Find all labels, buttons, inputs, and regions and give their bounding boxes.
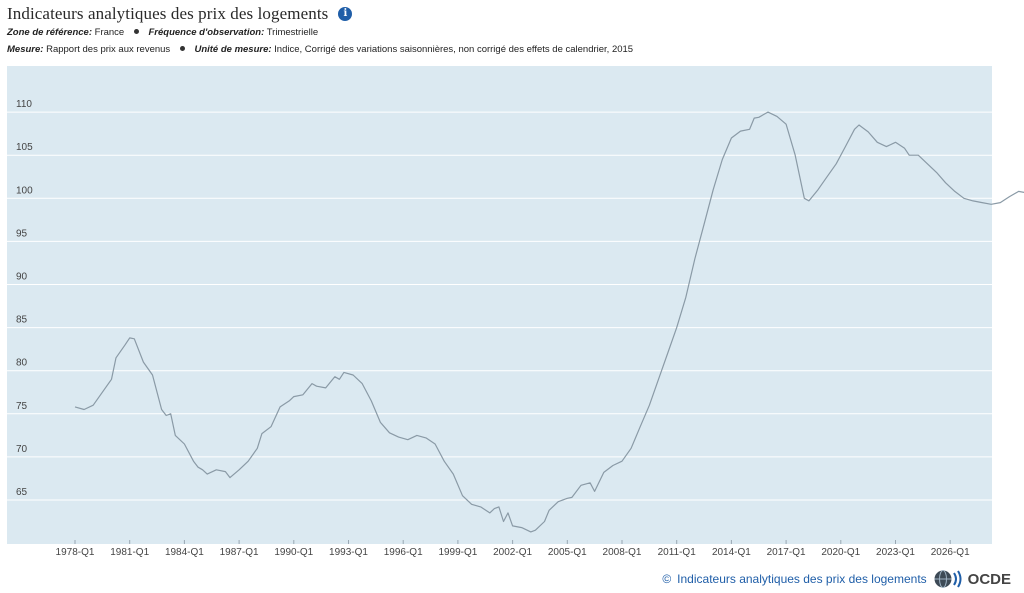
chart-metadata-line-1: Zone de référence: France Fréquence d'ob…: [7, 27, 318, 38]
x-tick-label: 2011-Q1: [658, 547, 697, 558]
chart-metadata-line-2: Mesure: Rapport des prix aux revenus Uni…: [7, 44, 633, 55]
frequency-label: Fréquence d'observation:: [148, 27, 265, 38]
separator-dot: [133, 29, 139, 35]
zone-value: France: [94, 27, 125, 38]
x-tick-label: 1990-Q1: [274, 547, 313, 558]
unit-value: Indice, Corrigé des variations saisonniè…: [274, 44, 634, 55]
page-title: Indicateurs analytiques des prix des log…: [7, 4, 329, 23]
frequency-value: Trimestrielle: [266, 27, 319, 38]
x-tick-label: 1987-Q1: [220, 547, 259, 558]
y-axis-ticks: 65 70 75 80 85 90 95 100 105 110: [16, 99, 33, 498]
oecd-wordmark: OCDE: [967, 570, 1011, 588]
y-tick-label: 65: [16, 487, 28, 498]
measure-label: Mesure:: [7, 44, 44, 55]
x-tick-label: 1996-Q1: [384, 547, 423, 558]
y-tick-label: 90: [16, 272, 28, 283]
x-tick-label: 1978-Q1: [56, 547, 95, 558]
x-tick-label: 2005-Q1: [548, 547, 587, 558]
copyright-symbol: ©: [662, 572, 672, 586]
x-tick-label: 2014-Q1: [712, 547, 751, 558]
x-tick-label: 2020-Q1: [821, 547, 860, 558]
unit-label: Unité de mesure:: [194, 44, 272, 55]
oecd-logo[interactable]: OCDE: [933, 569, 1011, 589]
separator-dot: [179, 46, 185, 52]
zone-label: Zone de référence:: [7, 27, 92, 38]
plot-area: [7, 66, 992, 544]
gridlines: [7, 111, 992, 501]
x-tick-label: 1984-Q1: [165, 547, 204, 558]
y-tick-label: 70: [16, 444, 28, 455]
y-tick-label: 95: [16, 228, 28, 239]
x-tick-label: 2026-Q1: [931, 547, 970, 558]
measure-value: Rapport des prix aux revenus: [46, 44, 171, 55]
x-tick-label: 2002-Q1: [493, 547, 532, 558]
source-link[interactable]: Indicateurs analytiques des prix des log…: [677, 572, 927, 586]
y-tick-label: 80: [16, 358, 28, 369]
series-line[interactable]: [74, 85, 1024, 533]
chart-header: Indicateurs analytiques des prix des log…: [7, 4, 353, 24]
x-axis-ticks: 1978-Q1 1981-Q1 1984-Q1 1987-Q1 1990-Q1 1993-…: [56, 540, 970, 558]
globe-icon: [934, 570, 962, 588]
x-tick-label: 2008-Q1: [603, 547, 642, 558]
x-tick-label: 1999-Q1: [438, 547, 477, 558]
chart-footer: © Indicateurs analytiques des prix des l…: [662, 569, 1011, 589]
y-tick-label: 100: [16, 185, 33, 196]
y-tick-label: 105: [16, 142, 33, 153]
y-tick-label: 110: [16, 99, 32, 110]
x-tick-label: 1981-Q1: [110, 547, 149, 558]
x-tick-label: 1993-Q1: [329, 547, 368, 558]
x-tick-label: 2023-Q1: [876, 547, 915, 558]
y-tick-label: 75: [16, 401, 28, 412]
y-tick-label: 85: [16, 315, 28, 326]
x-tick-label: 2017-Q1: [767, 547, 806, 558]
info-icon[interactable]: i: [338, 7, 353, 21]
